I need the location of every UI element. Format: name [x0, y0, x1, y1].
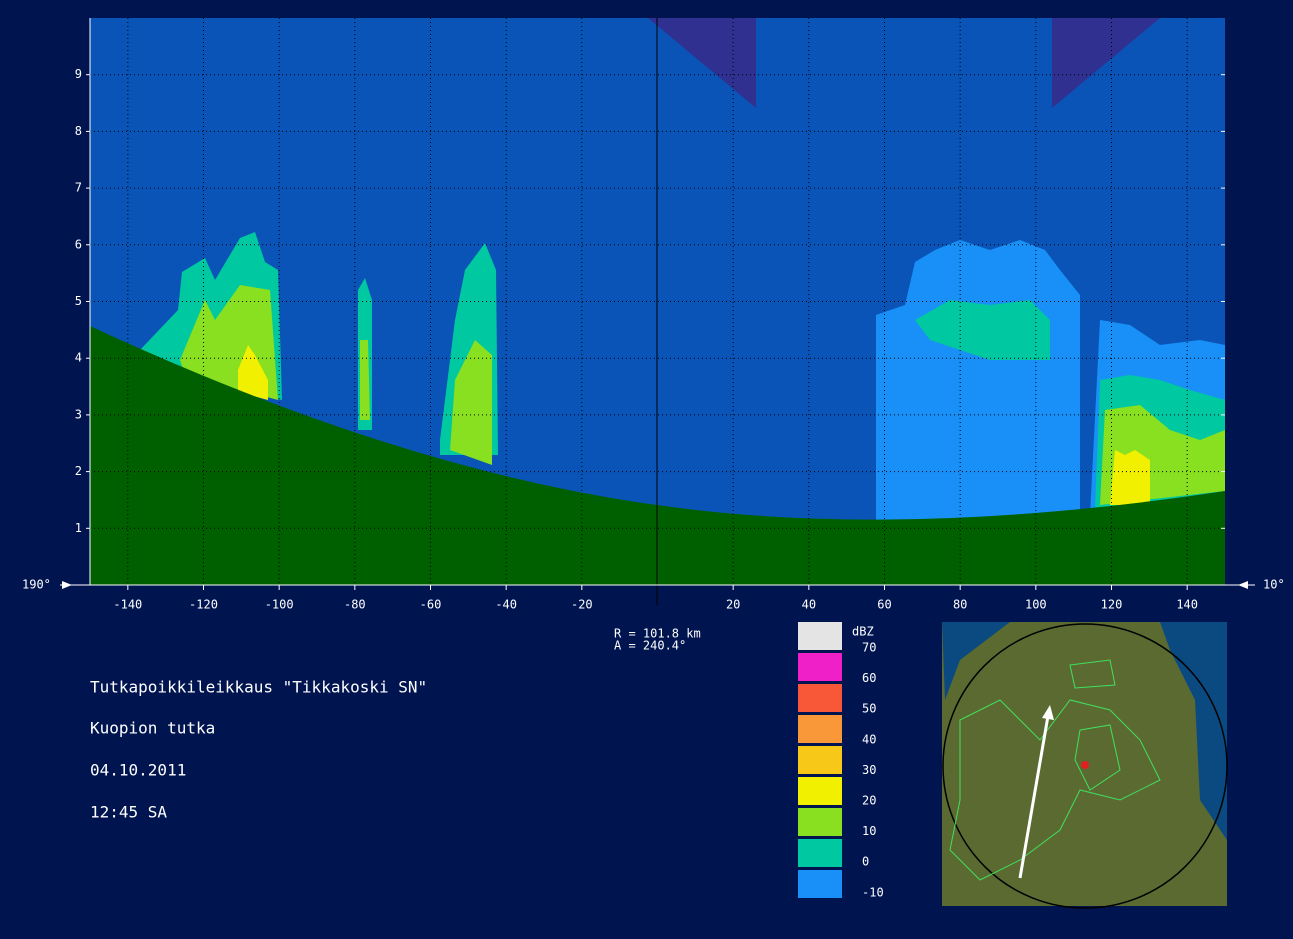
colorbar-unit: dBZ [852, 625, 874, 639]
page: 190° 10° R = 101.8 km A = 240.4° Tutkapo… [0, 0, 1293, 939]
y-tick-label: 8 [75, 124, 82, 138]
x-tick-label: 120 [1101, 598, 1123, 612]
colorbar-label: 20 [862, 794, 876, 808]
x-tick-label: -140 [113, 598, 142, 612]
colorbar-box [798, 777, 842, 805]
colorbar-label: 40 [862, 732, 876, 746]
x-tick-label: -20 [571, 598, 593, 612]
y-tick-label: 7 [75, 181, 82, 195]
colorbar-box [798, 746, 842, 774]
info-line: Kuopion tutka [90, 719, 215, 738]
x-tick-label: -60 [420, 598, 442, 612]
x-tick-label: 60 [877, 598, 891, 612]
x-tick-label: 140 [1176, 598, 1198, 612]
info-line: 12:45 SA [90, 803, 167, 822]
x-tick-label: -120 [189, 598, 218, 612]
y-tick-label: 6 [75, 237, 82, 251]
colorbar-label: 0 [862, 855, 869, 869]
colorbar-box [798, 839, 842, 867]
mini-map [942, 622, 1227, 908]
colorbar-label: -10 [862, 885, 884, 899]
right-direction: 10° [1263, 578, 1285, 592]
colorbar-label: 10 [862, 824, 876, 838]
left-direction: 190° [22, 578, 51, 592]
y-tick-label: 9 [75, 67, 82, 81]
colorbar-label: 50 [862, 702, 876, 716]
x-tick-label: 80 [953, 598, 967, 612]
colorbar-box [798, 808, 842, 836]
y-tick-label: 4 [75, 351, 82, 365]
colorbar-box [798, 870, 842, 898]
y-tick-label: 1 [75, 521, 82, 535]
y-tick-label: 5 [75, 294, 82, 308]
chart: 190° 10° R = 101.8 km A = 240.4° Tutkapo… [0, 0, 1293, 939]
info-line: 04.10.2011 [90, 761, 186, 780]
colorbar-box [798, 653, 842, 681]
x-tick-label: 100 [1025, 598, 1047, 612]
info-line: Tutkapoikkileikkaus "Tikkakoski SN" [90, 678, 427, 697]
x-tick-label: 40 [802, 598, 816, 612]
azimuth-label: A = 240.4° [614, 639, 686, 653]
y-tick-label: 3 [75, 407, 82, 421]
colorbar-label: 70 [862, 641, 876, 655]
x-tick-label: -80 [344, 598, 366, 612]
x-tick-label: 20 [726, 598, 740, 612]
y-tick-label: 2 [75, 464, 82, 478]
x-tick-label: -40 [495, 598, 517, 612]
colorbar-label: 60 [862, 671, 876, 685]
colorbar-label: 30 [862, 763, 876, 777]
colorbar-box [798, 715, 842, 743]
colorbar-box [798, 622, 842, 650]
radar-site [1081, 761, 1089, 769]
x-tick-label: -100 [265, 598, 294, 612]
echo [1110, 450, 1150, 505]
colorbar-box [798, 684, 842, 712]
